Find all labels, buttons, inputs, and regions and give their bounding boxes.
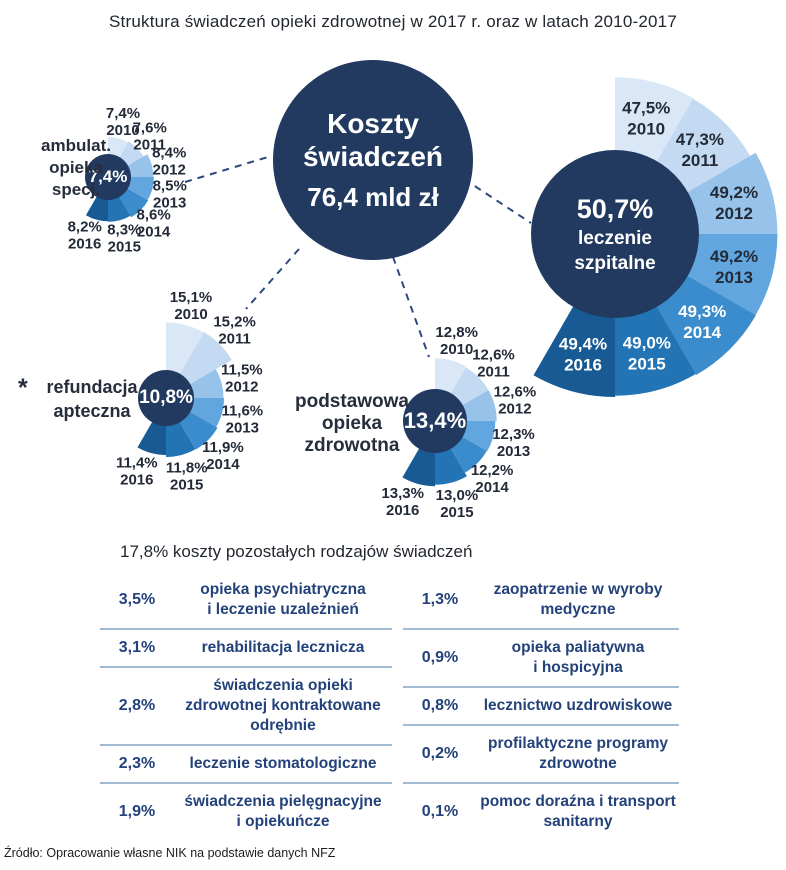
other-services-left-column: 3,5% opieka psychiatryczna i leczenie uza…: [100, 572, 392, 840]
year-label-podstawowa-opieka-zdrowotna-2010: 12,8% 2010: [435, 324, 478, 358]
service-percent: 1,3%: [421, 591, 459, 608]
year-label-leczenie-szpitalne-2014: 49,3% 2014: [678, 302, 726, 342]
year-label-podstawowa-opieka-zdrowotna-2013: 12,3% 2013: [492, 426, 535, 460]
service-label: profilaktyczne programy zdrowotne: [487, 735, 669, 772]
year-label-refundacja-apteczna-2016: 11,4% 2016: [116, 454, 158, 488]
year-label-leczenie-szpitalne-2012: 49,2% 2012: [710, 183, 758, 223]
service-label: opieka paliatywna i hospicyjna: [511, 639, 645, 676]
page-title: Struktura świadczeń opieki zdrowotnej w …: [109, 12, 677, 31]
other-services-right-column: 1,3% zaopatrzenie w wyroby medyczne 0,9% op…: [403, 572, 679, 840]
chart-title-podstawowa-opieka-zdrowotna: podstawowa opieka zdrowotna: [294, 391, 410, 456]
center-disc-podstawowa-opieka-zdrowotna: 13,4%: [403, 389, 467, 453]
chart-title-ambulatoryjna-opieka-specjalistyczna: ambulat. opieka specj.: [41, 136, 111, 199]
year-label-ambulatoryjna-opieka-specjalistyczna-2014: 8,6% 2014: [136, 207, 170, 241]
footnote-asterisk-refundacja-apteczna: *: [18, 374, 28, 402]
center-sub-leczenie-szpitalne-1: szpitalne: [574, 252, 656, 274]
center-value-ambulatoryjna-opieka-specjalistyczna: 7,4%: [88, 167, 128, 186]
year-label-podstawowa-opieka-zdrowotna-2015: 13,0% 2015: [436, 487, 479, 521]
year-label-ambulatoryjna-opieka-specjalistyczna-2010: 7,4% 2010: [106, 105, 140, 139]
center-value-refundacja-apteczna: 10,8%: [139, 387, 193, 408]
service-label: leczenie stomatologiczne: [189, 755, 377, 772]
service-label: zaopatrzenie w wyroby medyczne: [493, 581, 663, 618]
service-label: opieka psychiatryczna i leczenie uzależn…: [200, 581, 366, 618]
year-label-refundacja-apteczna-2015: 11,8% 2015: [166, 459, 208, 493]
source-note: Źródło: Opracowanie własne NIK na podsta…: [4, 846, 336, 860]
year-label-leczenie-szpitalne-2010: 47,5% 2010: [622, 99, 670, 139]
year-label-ambulatoryjna-opieka-specjalistyczna-2015: 8,3% 2015: [107, 222, 141, 256]
other-service-row-left-3: 2,3% leczenie stomatologiczne: [100, 746, 392, 784]
service-percent: 3,5%: [118, 591, 156, 608]
center-disc-leczenie-szpitalne: 50,7% leczenie szpitalne: [531, 150, 699, 318]
other-service-row-right-0: 1,3% zaopatrzenie w wyroby medyczne: [403, 572, 679, 630]
year-label-ambulatoryjna-opieka-specjalistyczna-2016: 8,2% 2016: [68, 219, 102, 253]
center-value-podstawowa-opieka-zdrowotna: 13,4%: [403, 408, 467, 433]
service-label: lecznictwo uzdrowiskowe: [483, 697, 673, 714]
service-percent: 2,3%: [118, 755, 156, 772]
year-label-refundacja-apteczna-2012: 11,5% 2012: [221, 362, 263, 396]
year-label-podstawowa-opieka-zdrowotna-2011: 12,6% 2011: [472, 347, 515, 381]
year-label-podstawowa-opieka-zdrowotna-2014: 12,2% 2014: [471, 462, 514, 496]
year-label-refundacja-apteczna-2010: 15,1% 2010: [170, 289, 213, 323]
other-service-row-left-4: 1,9% świadczenia pielęgnacyjne i opiekuńc…: [100, 784, 392, 840]
other-services-header: 17,8% koszty pozostałych rodzajów świadc…: [120, 542, 473, 561]
other-service-row-left-2: 2,8% świadczenia opieki zdrowotnej kontra…: [100, 668, 392, 746]
service-percent: 0,1%: [421, 803, 459, 820]
year-label-podstawowa-opieka-zdrowotna-2012: 12,6% 2012: [494, 384, 537, 418]
chart-title-refundacja-apteczna: refundacja apteczna: [46, 377, 138, 421]
year-label-leczenie-szpitalne-2011: 47,3% 2011: [676, 130, 724, 170]
connector-dashed-line-1: [245, 248, 300, 310]
service-percent: 3,1%: [118, 639, 156, 656]
service-percent: 0,2%: [421, 745, 459, 762]
other-service-row-right-3: 0,2% profilaktyczne programy zdrowotne: [403, 726, 679, 784]
year-label-podstawowa-opieka-zdrowotna-2016: 13,3% 2016: [381, 485, 424, 519]
service-label: świadczenia pielęgnacyjne i opiekuńcze: [184, 793, 382, 830]
year-label-refundacja-apteczna-2011: 15,2% 2011: [213, 313, 256, 347]
center-value-leczenie-szpitalne: 50,7%: [576, 193, 654, 224]
year-label-refundacja-apteczna-2014: 11,9% 2014: [202, 439, 244, 473]
other-service-row-left-0: 3,5% opieka psychiatryczna i leczenie uza…: [100, 572, 392, 630]
service-percent: 1,9%: [118, 803, 156, 820]
other-service-row-right-2: 0,8% lecznictwo uzdrowiskowe: [403, 688, 679, 726]
hub-title-line2: świadczeń: [302, 141, 444, 172]
center-disc-refundacja-apteczna: 10,8%: [138, 370, 194, 426]
service-percent: 0,8%: [421, 697, 459, 714]
year-label-leczenie-szpitalne-2016: 49,4% 2016: [559, 334, 607, 374]
service-percent: 0,9%: [421, 649, 459, 666]
year-label-ambulatoryjna-opieka-specjalistyczna-2013: 8,5% 2013: [153, 178, 187, 212]
service-label: rehabilitacja lecznicza: [201, 639, 365, 656]
other-service-row-left-1: 3,1% rehabilitacja lecznicza: [100, 630, 392, 668]
year-label-leczenie-szpitalne-2013: 49,2% 2013: [710, 247, 758, 287]
center-sub-leczenie-szpitalne-0: leczenie: [578, 227, 652, 249]
service-label: świadczenia opieki zdrowotnej kontraktow…: [185, 677, 381, 734]
service-label: pomoc doraźna i transport sanitarny: [480, 793, 676, 830]
center-disc-ambulatoryjna-opieka-specjalistyczna: 7,4%: [85, 154, 131, 200]
other-service-row-right-1: 0,9% opieka paliatywna i hospicyjna: [403, 630, 679, 688]
hub-total-value: 76,4 mld zł: [307, 182, 439, 212]
year-label-leczenie-szpitalne-2015: 49,0% 2015: [623, 334, 671, 374]
connector-dashed-line-0: [184, 156, 269, 183]
year-label-ambulatoryjna-opieka-specjalistyczna-2012: 8,4% 2012: [152, 145, 186, 179]
hub-title-line1: Koszty: [327, 108, 419, 139]
year-label-refundacja-apteczna-2013: 11,6% 2013: [221, 402, 263, 436]
service-percent: 2,8%: [118, 697, 156, 714]
year-label-ambulatoryjna-opieka-specjalistyczna-2011: 7,6% 2011: [133, 119, 167, 153]
other-service-row-right-4: 0,1% pomoc doraźna i transport sanitarny: [403, 784, 679, 840]
total-costs-circle: Koszty świadczeń 76,4 mld zł: [273, 60, 473, 260]
connector-dashed-line-2: [392, 256, 430, 358]
connector-dashed-line-3: [463, 178, 532, 224]
